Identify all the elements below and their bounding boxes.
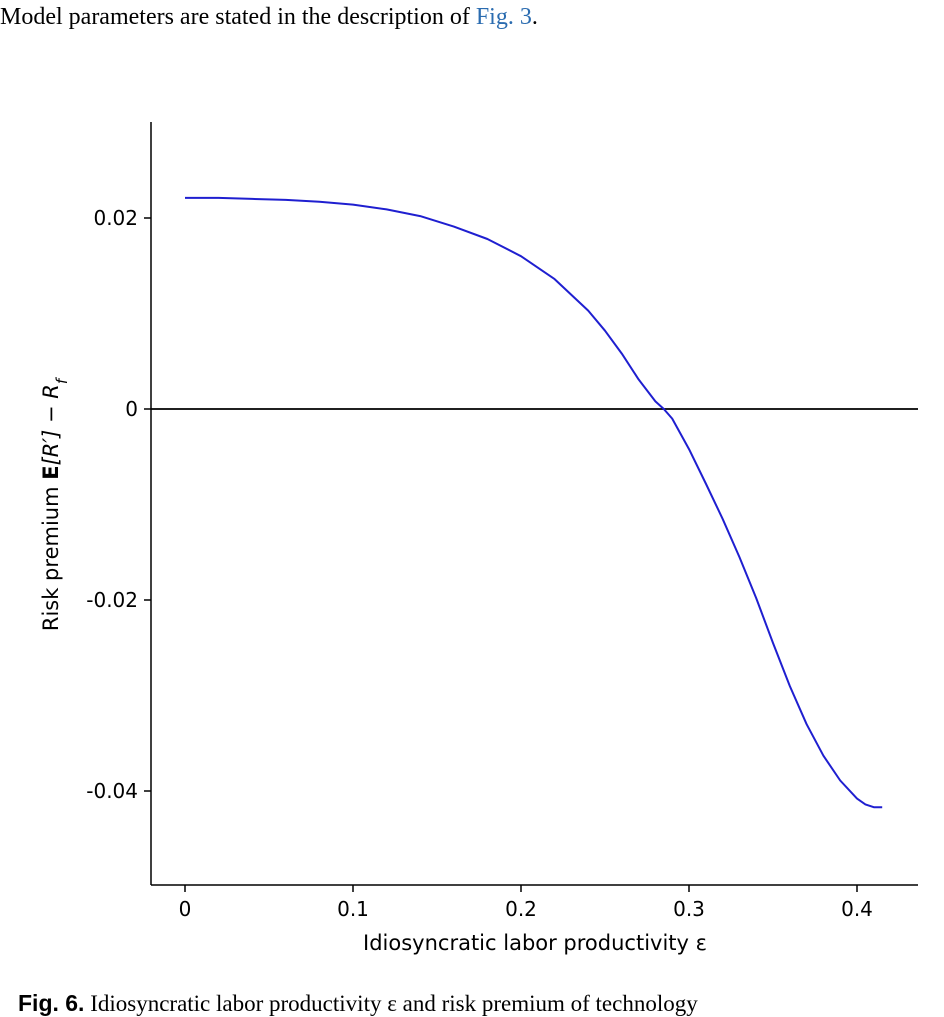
- x-tick-label: 0.1: [337, 897, 369, 921]
- intro-text-suffix: .: [531, 4, 538, 30]
- intro-text-prefix: Model parameters are stated in the descr…: [0, 4, 476, 30]
- intro-text: Model parameters are stated in the descr…: [0, 4, 538, 31]
- chart-axes: [150, 122, 918, 886]
- y-tick-label: 0.02: [93, 206, 138, 230]
- figure-number: Fig. 6.: [18, 990, 85, 1016]
- figure-caption: Fig. 6. Idiosyncratic labor productivity…: [18, 990, 698, 1017]
- chart-ticks: 0 0.1 0.2 0.3 0.4 0.02 0 -0.02 -0.04: [86, 206, 873, 921]
- y-tick-label: -0.04: [86, 779, 138, 803]
- x-tick-label: 0: [179, 897, 192, 921]
- x-tick-label: 0.3: [673, 897, 705, 921]
- x-tick-label: 0.4: [841, 897, 873, 921]
- x-axis-label: Idiosyncratic labor productivity ε: [363, 931, 707, 955]
- chart-series: [185, 196, 883, 809]
- y-tick-label: -0.02: [86, 588, 138, 612]
- fig-3-link[interactable]: Fig. 3: [475, 4, 532, 30]
- y-axis-label: Risk premium E[R′] − Rf: [39, 376, 71, 631]
- risk-premium-curve: [185, 196, 883, 809]
- x-tick-label: 0.2: [505, 897, 537, 921]
- y-tick-label: 0: [125, 397, 138, 421]
- caption-text: Idiosyncratic labor productivity ε and r…: [84, 991, 698, 1016]
